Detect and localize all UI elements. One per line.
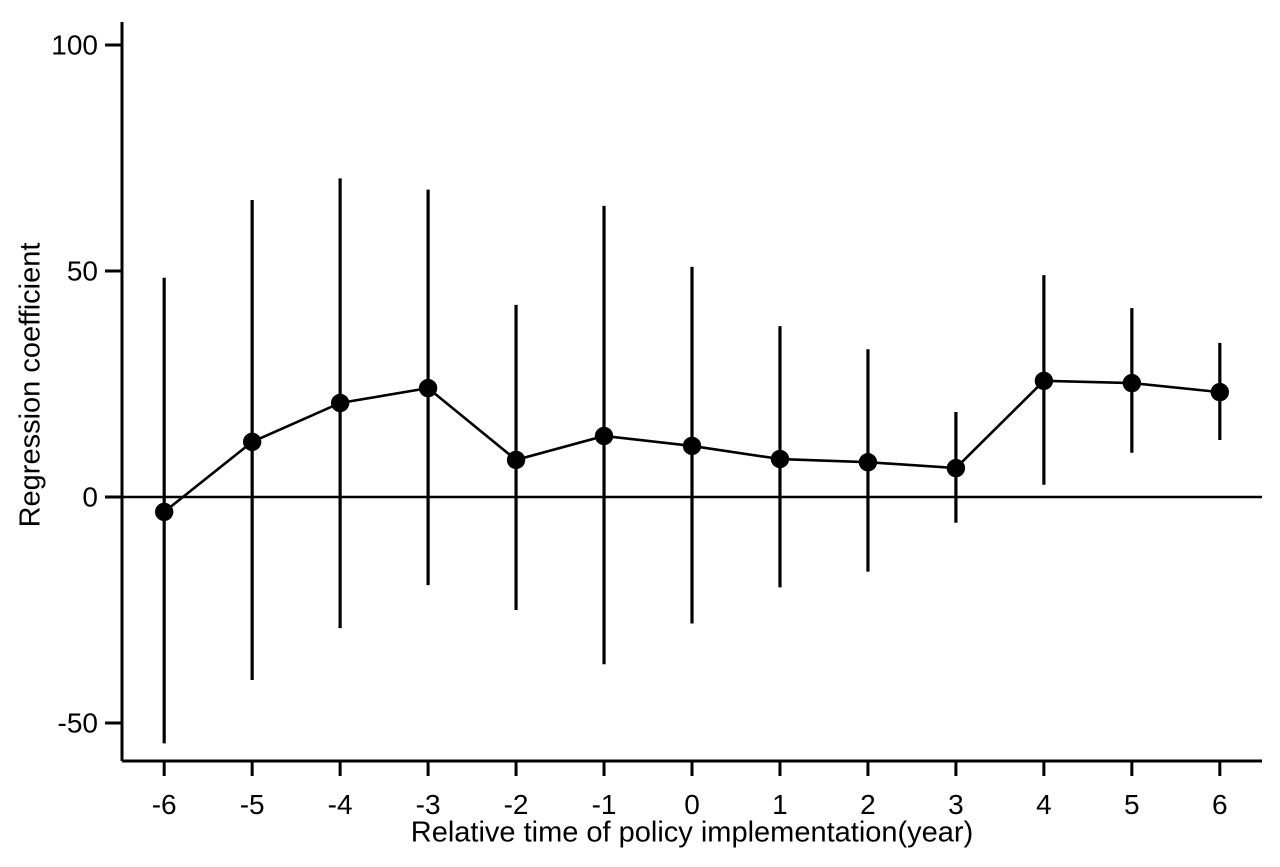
data-point — [594, 426, 614, 446]
data-point — [1210, 382, 1230, 402]
data-point — [682, 436, 702, 456]
x-tick-label: -4 — [328, 789, 353, 820]
x-tick-label: -5 — [240, 789, 265, 820]
data-point — [506, 450, 526, 470]
data-point — [154, 502, 174, 522]
y-tick-label: 0 — [82, 482, 98, 513]
data-point — [946, 458, 966, 478]
y-tick-label: 100 — [51, 30, 98, 61]
data-point — [1034, 371, 1054, 391]
data-point — [770, 449, 790, 469]
x-tick-label: 0 — [684, 789, 700, 820]
data-point — [1122, 373, 1142, 393]
x-tick-label: 2 — [860, 789, 876, 820]
x-tick-label: -1 — [592, 789, 617, 820]
y-tick-label: 50 — [67, 256, 98, 287]
data-point — [418, 378, 438, 398]
x-tick-label: 6 — [1212, 789, 1228, 820]
data-point — [330, 393, 350, 413]
x-tick-label: -2 — [504, 789, 529, 820]
x-axis-title: Relative time of policy implementation(y… — [410, 816, 974, 849]
y-axis-title: Regression coefficient — [14, 242, 47, 528]
data-point — [242, 432, 262, 452]
x-tick-label: 5 — [1124, 789, 1140, 820]
x-tick-label: -3 — [416, 789, 441, 820]
x-tick-label: 4 — [1036, 789, 1052, 820]
x-tick-label: 1 — [772, 789, 788, 820]
x-tick-label: -6 — [152, 789, 177, 820]
x-tick-label: 3 — [948, 789, 964, 820]
data-point — [858, 452, 878, 472]
y-tick-label: -50 — [58, 708, 98, 739]
